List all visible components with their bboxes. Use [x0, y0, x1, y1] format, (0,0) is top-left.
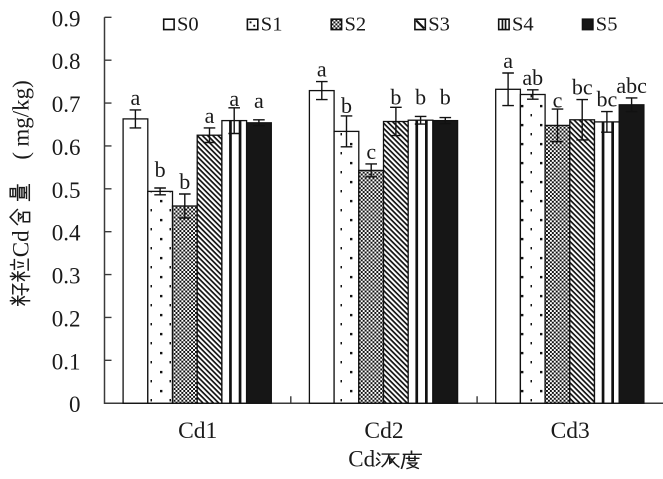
- svg-text:a: a: [229, 86, 239, 111]
- svg-text:Cd3: Cd3: [551, 418, 590, 444]
- svg-text:0.6: 0.6: [52, 135, 81, 160]
- svg-text:a: a: [205, 103, 215, 128]
- svg-text:b: b: [415, 85, 426, 110]
- svg-text:mg/kg): mg/kg): [9, 80, 34, 146]
- svg-text:b: b: [341, 93, 352, 118]
- svg-text:a: a: [317, 57, 327, 82]
- svg-text:S4: S4: [512, 14, 534, 36]
- svg-text:b: b: [440, 85, 451, 110]
- svg-text:0.3: 0.3: [52, 264, 81, 289]
- svg-text:abc: abc: [616, 73, 647, 98]
- svg-text:bc: bc: [572, 75, 593, 100]
- svg-text:Cd: Cd: [348, 447, 375, 472]
- svg-text:(: (: [9, 152, 34, 160]
- svg-text:ab: ab: [522, 65, 543, 90]
- svg-text:c: c: [553, 88, 563, 113]
- svg-text:Cd2: Cd2: [364, 418, 403, 444]
- svg-text:0.2: 0.2: [52, 306, 81, 331]
- svg-text:bc: bc: [597, 87, 618, 112]
- svg-text:a: a: [131, 85, 141, 110]
- svg-text:a: a: [503, 48, 513, 73]
- svg-text:S2: S2: [345, 14, 367, 36]
- svg-text:0.5: 0.5: [52, 178, 81, 203]
- svg-text:c: c: [366, 139, 376, 164]
- svg-text:S5: S5: [596, 14, 618, 36]
- svg-text:Cd1: Cd1: [178, 418, 217, 444]
- svg-text:a: a: [254, 88, 264, 113]
- svg-text:0.1: 0.1: [52, 349, 81, 374]
- svg-text:0.7: 0.7: [52, 92, 81, 117]
- svg-text:b: b: [179, 169, 190, 194]
- svg-text:Cd: Cd: [9, 230, 34, 257]
- svg-text:S3: S3: [428, 14, 450, 36]
- svg-text:0: 0: [69, 392, 81, 417]
- svg-text:0.8: 0.8: [52, 49, 81, 74]
- svg-text:0.4: 0.4: [52, 221, 81, 246]
- svg-text:S0: S0: [177, 14, 199, 36]
- svg-text:b: b: [155, 157, 166, 182]
- svg-text:S1: S1: [261, 14, 283, 36]
- svg-text:b: b: [390, 84, 401, 109]
- svg-text:0.9: 0.9: [52, 6, 81, 31]
